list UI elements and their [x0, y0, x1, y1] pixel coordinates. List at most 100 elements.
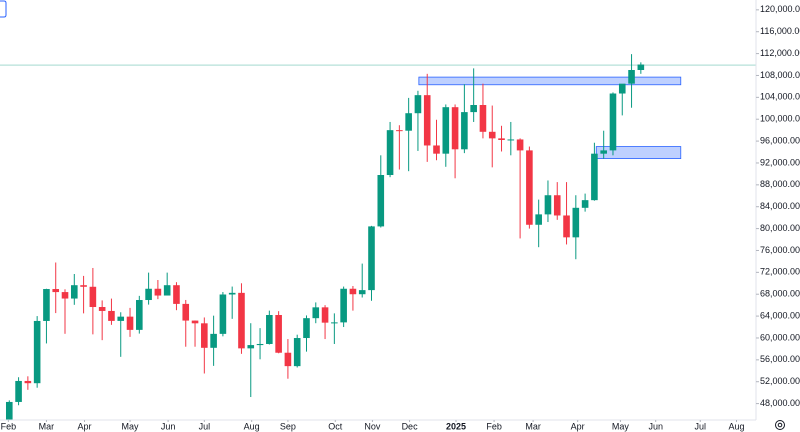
candle-body: [405, 113, 412, 131]
candle-body: [266, 315, 273, 344]
y-tick-label: 116,000.00: [760, 26, 800, 36]
x-tick-label: Apr: [78, 421, 92, 431]
y-tick-label: 80,000.00: [760, 223, 800, 233]
candle-body: [173, 285, 180, 304]
candle-body: [377, 175, 385, 227]
candle-body: [70, 285, 78, 299]
candle-body: [284, 352, 292, 367]
x-tick-label: Aug: [244, 421, 260, 431]
candle-body: [618, 83, 626, 94]
side-toolbar-edge[interactable]: [0, 0, 7, 18]
zone: [418, 76, 682, 86]
y-tick-label: 100,000.00: [760, 114, 800, 124]
candle-body: [331, 322, 338, 324]
y-tick-label: 72,000.00: [760, 267, 800, 277]
candle-body: [609, 93, 617, 151]
y-tick-label: 120,000.00: [760, 4, 800, 14]
candle-body: [498, 138, 505, 140]
x-tick-label: Nov: [364, 421, 381, 431]
y-tick-label: 52,000.00: [760, 376, 800, 386]
candle-body: [80, 285, 87, 287]
y-tick-label: 60,000.00: [760, 332, 800, 342]
x-tick-label: Feb: [1, 421, 17, 431]
candle-body: [516, 139, 524, 151]
y-tick-label: 68,000.00: [760, 289, 800, 299]
candle-body: [572, 207, 580, 238]
candle-body: [461, 112, 468, 150]
candle-body: [89, 286, 97, 308]
candle-body: [637, 64, 645, 70]
x-tick-label: Jul: [199, 421, 211, 431]
candle-body: [136, 300, 143, 330]
candle-body: [628, 70, 635, 84]
candle-body: [553, 195, 561, 216]
x-tick-label: Oct: [328, 421, 343, 431]
candle-body: [600, 150, 607, 154]
y-tick-label: 92,000.00: [760, 157, 800, 167]
candle-body: [423, 95, 431, 146]
candle-body: [479, 105, 487, 132]
candle-body: [145, 288, 152, 301]
candle-body: [5, 401, 13, 420]
candle-body: [358, 290, 366, 295]
candle-body: [340, 288, 347, 323]
x-tick-label: May: [612, 421, 630, 431]
candle-body: [24, 380, 32, 384]
x-tick-label: Jul: [695, 421, 707, 431]
candle-body: [507, 139, 515, 141]
y-tick-label: 76,000.00: [760, 245, 800, 255]
y-tick-label: 88,000.00: [760, 179, 800, 189]
candle-body: [238, 292, 245, 349]
candle-body: [117, 316, 125, 321]
candle-body: [15, 380, 22, 402]
y-tick-label: 48,000.00: [760, 398, 800, 408]
x-tick-label: May: [122, 421, 140, 431]
x-tick-label: Apr: [571, 421, 585, 431]
x-tick-label: Mar: [39, 421, 55, 431]
x-tick-label: 2025: [446, 421, 466, 431]
candle-body: [312, 307, 320, 319]
candle-body: [201, 323, 208, 348]
zone: [595, 146, 682, 159]
candle-body: [182, 303, 190, 321]
candle-body: [98, 307, 106, 311]
candle-body: [349, 288, 357, 295]
x-tick-label: Feb: [486, 421, 502, 431]
candle-body: [591, 153, 598, 201]
candle-body: [275, 315, 282, 353]
y-tick-label: 108,000.00: [760, 70, 800, 80]
candle-body: [228, 292, 236, 295]
y-tick-label: 112,000.00: [760, 48, 800, 58]
candle-body: [451, 107, 459, 150]
candle-body: [321, 307, 329, 323]
settings-icon[interactable]: [775, 420, 785, 430]
candle-body: [442, 107, 450, 154]
x-tick-label: Sep: [280, 421, 296, 431]
y-tick-label: 104,000.00: [760, 92, 800, 102]
candle-body: [303, 318, 310, 339]
candle-body: [526, 150, 533, 225]
x-tick-label: Mar: [525, 421, 541, 431]
x-tick-label: Jun: [648, 421, 663, 431]
candle-body: [108, 310, 115, 321]
y-tick-label: 84,000.00: [760, 201, 800, 211]
candle-body: [396, 130, 403, 132]
candle-body: [433, 145, 440, 154]
candle-body: [544, 195, 552, 215]
x-tick-label: Jun: [161, 421, 176, 431]
candle-body: [33, 320, 41, 384]
candle-body: [256, 343, 264, 346]
candle-body: [414, 95, 422, 114]
candle-body: [210, 333, 217, 348]
candle-body: [219, 294, 227, 334]
candle-body: [563, 215, 570, 238]
candle-body: [293, 338, 301, 367]
candle-body: [43, 289, 50, 321]
candle-body: [191, 320, 199, 324]
candle-body: [61, 292, 69, 299]
x-tick-label: Dec: [402, 421, 419, 431]
candle-body: [154, 288, 162, 296]
candle-body: [52, 289, 60, 293]
plot-area: [0, 54, 756, 420]
